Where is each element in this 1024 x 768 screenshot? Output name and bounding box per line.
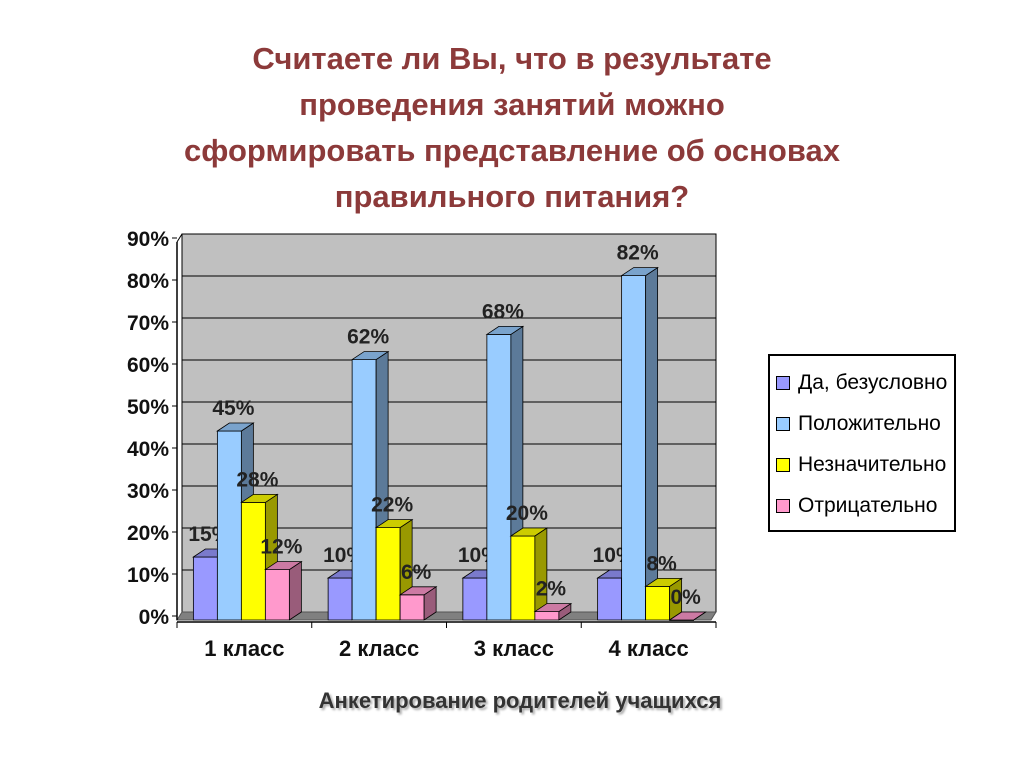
- data-label: 2%: [536, 578, 567, 601]
- data-label: 62%: [347, 326, 389, 349]
- bar-front: [240, 501, 266, 621]
- bar-top: [374, 519, 414, 528]
- legend-swatch-negative: [776, 498, 790, 513]
- y-tick-label: 30%: [127, 480, 169, 503]
- bar-top: [533, 603, 573, 612]
- legend-swatch-yes: [776, 375, 790, 390]
- data-label: 68%: [482, 300, 524, 323]
- y-tick-label: 20%: [127, 522, 169, 545]
- data-label: 12%: [260, 536, 302, 559]
- x-category-label: 1 класс: [204, 636, 284, 661]
- legend-item-positive: Положительно: [776, 403, 954, 444]
- bar-front: [351, 359, 377, 621]
- y-tick-label: 50%: [127, 396, 169, 419]
- bar-top: [216, 422, 255, 432]
- bar-front: [645, 586, 671, 621]
- bar-top: [509, 527, 549, 537]
- legend-swatch-minor: [776, 457, 790, 472]
- legend-label-positive: Положительно: [798, 411, 941, 435]
- data-label: 22%: [371, 494, 413, 517]
- bar-front: [597, 577, 623, 621]
- bar-side: [288, 560, 302, 621]
- bar-front: [192, 556, 218, 621]
- bar-top: [350, 351, 390, 361]
- title-line-3: сформировать представление об основах: [184, 133, 840, 168]
- bar-front: [264, 569, 290, 621]
- data-label: 28%: [236, 468, 278, 491]
- legend-item-yes: Да, безусловно: [776, 362, 954, 403]
- bar-top: [485, 325, 525, 335]
- bar-top: [240, 493, 279, 503]
- legend-item-minor: Незначительно: [776, 444, 954, 485]
- data-label: 6%: [401, 561, 432, 584]
- legend-label-negative: Отрицательно: [798, 493, 938, 517]
- legend-label-yes: Да, безусловно: [798, 370, 948, 394]
- y-tick-label: 90%: [127, 228, 169, 251]
- chart-title: Считаете ли Вы, что в результате проведе…: [112, 36, 912, 220]
- data-label: 20%: [506, 502, 548, 525]
- legend-label-minor: Незначительно: [798, 452, 947, 476]
- y-axis-top-edge: [176, 233, 183, 243]
- x-axis-caption: Анкетирование родителей учащихся: [318, 688, 722, 713]
- bar-front: [534, 611, 560, 621]
- bar-top: [398, 586, 438, 596]
- legend-item-negative: Отрицательно: [776, 485, 954, 526]
- y-tick-label: 40%: [127, 438, 169, 461]
- title-line-2: проведения занятий можно: [299, 87, 725, 122]
- bar-front: [399, 594, 425, 621]
- bar-front: [375, 527, 401, 621]
- y-tick-label: 0%: [139, 606, 170, 629]
- data-label: 45%: [212, 397, 254, 420]
- bar-front: [327, 577, 353, 621]
- bar-top: [264, 561, 303, 570]
- data-label: 0%: [670, 586, 701, 609]
- y-tick-label: 60%: [127, 354, 169, 377]
- bar-top: [668, 611, 707, 621]
- bar-top: [620, 267, 659, 277]
- bar-front: [621, 275, 647, 621]
- bar-front: [216, 430, 242, 621]
- y-tick-label: 70%: [127, 312, 169, 335]
- data-label: 82%: [617, 242, 659, 265]
- x-category-label: 4 класс: [608, 636, 688, 661]
- title-line-1: Считаете ли Вы, что в результате: [252, 41, 772, 76]
- x-category-label: 2 класс: [339, 636, 419, 661]
- title-line-4: правильного питания?: [334, 179, 690, 214]
- bar-front: [510, 535, 536, 621]
- bar-front: [462, 577, 488, 621]
- data-label: 8%: [646, 552, 677, 575]
- x-category-label: 3 класс: [474, 636, 554, 661]
- y-tick-label: 80%: [127, 270, 169, 293]
- legend-swatch-positive: [776, 416, 790, 431]
- bar-top: [644, 578, 683, 587]
- bar-front: [486, 333, 512, 621]
- y-tick-label: 10%: [127, 564, 169, 587]
- chart-legend: Да, безусловно Положительно Незначительн…: [768, 354, 956, 532]
